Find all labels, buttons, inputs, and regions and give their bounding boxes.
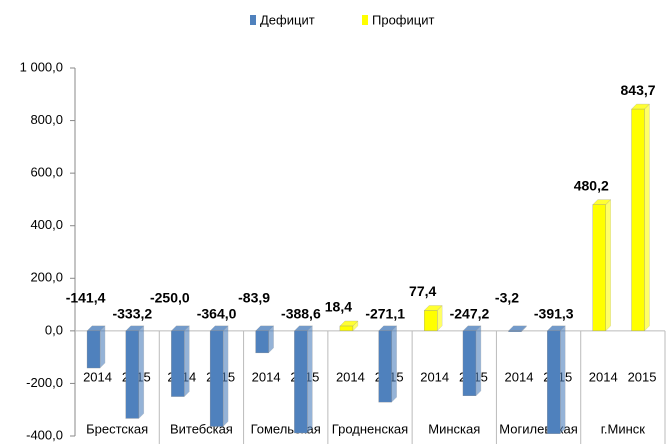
x-tick-label: 2014 [420, 369, 449, 384]
bar-side [644, 103, 650, 332]
bar-side [138, 325, 144, 419]
data-label: -83,9 [238, 290, 270, 306]
bar-side [184, 325, 190, 397]
x-tick-label: 2014 [505, 369, 534, 384]
data-label: -333,2 [112, 306, 152, 322]
x-tick-label: 2014 [589, 369, 618, 384]
data-label: -3,2 [495, 290, 519, 306]
legend-label: Дефицит [260, 12, 315, 27]
y-tick-label: 200,0 [30, 270, 63, 285]
group-label: г.Минск [601, 421, 646, 436]
y-tick-label: -400,0 [26, 427, 63, 442]
data-label: 18,4 [325, 299, 352, 315]
group-label: Могилевская [499, 421, 578, 436]
data-label: 77,4 [409, 283, 436, 299]
y-tick-label: 400,0 [30, 217, 63, 232]
x-tick-label: 2014 [252, 369, 281, 384]
bar-side [605, 199, 611, 332]
bar-top [508, 325, 527, 332]
bar [462, 330, 477, 396]
bar-side [391, 325, 397, 403]
y-tick-label: 0,0 [45, 322, 63, 337]
data-label: -141,4 [66, 290, 106, 306]
bar [424, 310, 438, 332]
bar [255, 330, 269, 354]
legend-swatch [250, 15, 256, 25]
bar [378, 330, 392, 403]
bar [592, 204, 606, 332]
bar-side [222, 325, 229, 427]
y-tick-label: 800,0 [30, 112, 63, 127]
group-label: Гродненская [332, 421, 408, 436]
bar [339, 325, 354, 332]
legend-label: Профицит [372, 12, 434, 27]
bar-side [475, 325, 482, 397]
legend-swatch [362, 15, 368, 25]
bar [547, 330, 561, 434]
y-tick-label: -200,0 [26, 375, 63, 390]
data-label: -388,6 [281, 306, 321, 322]
data-label: -250,0 [150, 290, 190, 306]
bar [294, 330, 308, 434]
bar [125, 330, 139, 419]
group-label: Брестская [86, 421, 148, 436]
bar [508, 330, 522, 332]
y-tick-label: 600,0 [30, 165, 63, 180]
bar-side [307, 325, 313, 434]
group-label: Минская [428, 421, 480, 436]
x-tick-label: 2015 [628, 369, 657, 384]
x-tick-label: 2014 [336, 369, 365, 384]
bar-side [560, 325, 566, 435]
bar [209, 330, 224, 427]
data-label: -364,0 [197, 306, 237, 322]
data-label: 480,2 [574, 177, 609, 193]
bar [86, 330, 101, 369]
bar [631, 108, 645, 332]
y-tick-label: 1 000,0 [20, 59, 63, 74]
x-tick-label: 2014 [83, 369, 112, 384]
bar-side [99, 325, 106, 369]
data-label: -271,1 [365, 306, 405, 322]
data-label: 843,7 [621, 82, 656, 98]
data-label: -247,2 [450, 306, 490, 322]
data-label: -391,3 [534, 306, 574, 322]
bar [171, 330, 185, 397]
